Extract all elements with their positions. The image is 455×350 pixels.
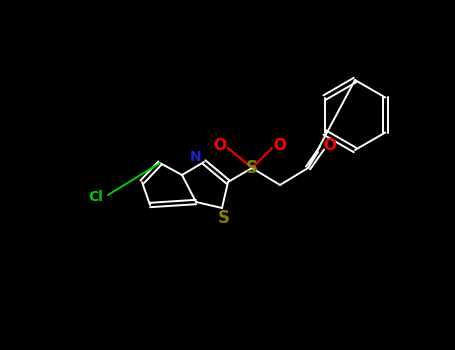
Text: O: O xyxy=(324,139,337,154)
Text: N: N xyxy=(190,150,202,164)
Text: Cl: Cl xyxy=(89,190,103,204)
Text: S: S xyxy=(246,159,258,177)
Text: O: O xyxy=(273,138,287,153)
Text: O: O xyxy=(213,138,227,153)
Text: S: S xyxy=(218,209,230,227)
